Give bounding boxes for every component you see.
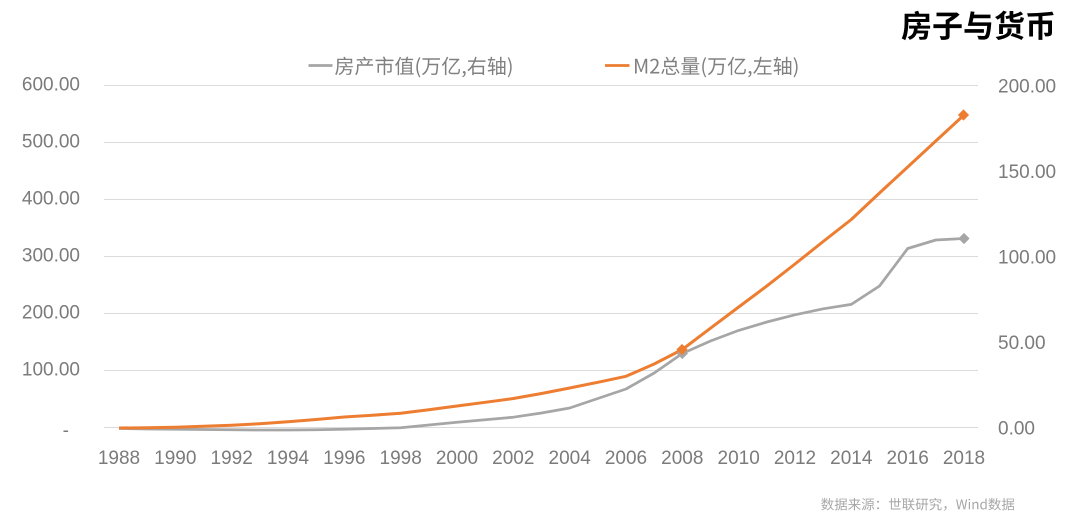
- svg-text:100.00: 100.00: [998, 248, 1056, 269]
- svg-text:400.00: 400.00: [22, 189, 80, 210]
- svg-text:1988: 1988: [98, 448, 140, 469]
- svg-text:1992: 1992: [211, 448, 253, 469]
- svg-text:2014: 2014: [830, 448, 873, 469]
- svg-text:2012: 2012: [774, 448, 816, 469]
- svg-text:600.00: 600.00: [22, 75, 80, 96]
- svg-text:2008: 2008: [661, 448, 703, 469]
- svg-text:300.00: 300.00: [22, 246, 80, 267]
- svg-text:0.00: 0.00: [998, 419, 1035, 440]
- svg-text:2004: 2004: [549, 448, 592, 469]
- svg-text:200.00: 200.00: [22, 303, 80, 324]
- svg-text:1990: 1990: [154, 448, 196, 469]
- svg-text:2016: 2016: [887, 448, 929, 469]
- svg-text:-: -: [63, 421, 69, 442]
- svg-text:2000: 2000: [436, 448, 478, 469]
- svg-text:2010: 2010: [718, 448, 760, 469]
- svg-text:200.00: 200.00: [998, 77, 1056, 98]
- svg-text:1994: 1994: [267, 448, 310, 469]
- svg-text:2006: 2006: [605, 448, 647, 469]
- svg-text:50.00: 50.00: [998, 333, 1046, 354]
- svg-text:100.00: 100.00: [22, 360, 80, 381]
- svg-text:2002: 2002: [492, 448, 534, 469]
- svg-text:150.00: 150.00: [998, 162, 1056, 183]
- svg-text:2018: 2018: [943, 448, 985, 469]
- svg-text:1998: 1998: [380, 448, 422, 469]
- svg-text:1996: 1996: [323, 448, 365, 469]
- svg-text:500.00: 500.00: [22, 132, 80, 153]
